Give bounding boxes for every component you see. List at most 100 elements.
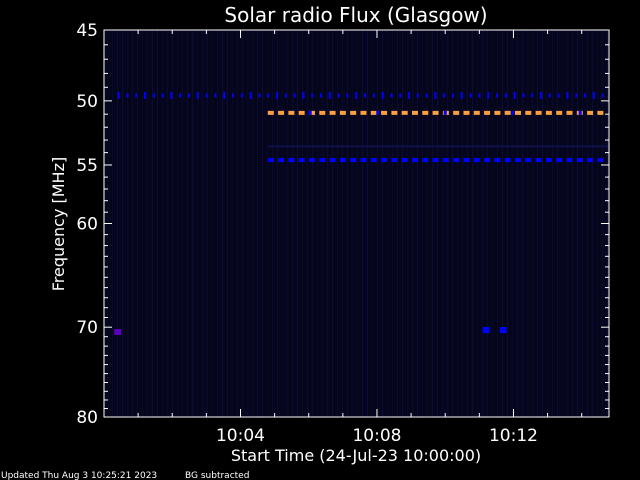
emission-dash (370, 110, 377, 115)
noise-stripe (462, 30, 463, 417)
noise-stripe (417, 30, 418, 417)
footer-updated: Updated Thu Aug 3 10:25:21 2023 (1, 471, 157, 480)
noise-stripe (147, 30, 148, 417)
noise-stripe (542, 30, 543, 417)
emission-dash (329, 158, 336, 163)
noise-stripe (557, 30, 558, 417)
noise-stripe (507, 30, 508, 417)
emission-tick (205, 93, 208, 98)
emission-dash (566, 158, 573, 163)
emission-dash (545, 110, 552, 115)
noise-stripe (412, 30, 413, 417)
noise-stripe (427, 30, 428, 417)
emission-dash (350, 158, 357, 163)
noise-stripe (457, 30, 458, 417)
noise-stripe (502, 30, 503, 417)
emission-dash (432, 110, 439, 115)
emission-dash (401, 158, 408, 163)
noise-stripe (562, 30, 563, 417)
emission-tick (267, 93, 270, 98)
emission-tick (425, 93, 428, 98)
emission-dash (298, 110, 305, 115)
emission-dash (504, 110, 511, 115)
noise-stripe (452, 30, 453, 417)
emission-dash (566, 110, 573, 115)
emission-dash (525, 110, 532, 115)
noise-stripe (122, 30, 123, 417)
noise-stripe (512, 30, 513, 417)
emission-dash (411, 110, 418, 115)
emission-tick (179, 93, 182, 98)
noise-stripe (307, 30, 308, 417)
emission-tick (311, 93, 314, 98)
emission-dash (329, 110, 336, 115)
noise-stripe (312, 30, 313, 417)
noise-stripe (397, 30, 398, 417)
emission-dash (587, 110, 594, 115)
emission-tick (557, 93, 560, 98)
emission-dash (360, 110, 367, 115)
footer-note: BG subtracted (185, 471, 249, 480)
emission-tick (355, 91, 358, 99)
emission-dash (514, 158, 521, 163)
noise-stripe (287, 30, 288, 417)
emission-dash (267, 158, 274, 163)
emission-dash (308, 110, 315, 115)
emission-tick (284, 93, 287, 98)
emission-tick (240, 93, 243, 98)
emission-dash (391, 110, 398, 115)
emission-tick (434, 91, 437, 99)
emission-tick (452, 93, 455, 98)
noise-stripe (177, 30, 178, 417)
y-tick-label: 70 (76, 318, 98, 338)
noise-stripe (547, 30, 548, 417)
emission-tick (513, 91, 516, 99)
emission-dash (556, 158, 563, 163)
emission-dash (401, 110, 408, 115)
x-tick-label: 10:12 (489, 426, 538, 446)
emission-dash (442, 158, 449, 163)
emission-dash (350, 110, 357, 115)
emission-dash (597, 110, 604, 115)
emission-dash (473, 158, 480, 163)
noise-stripe (527, 30, 528, 417)
y-tick-label: 50 (76, 92, 98, 112)
emission-dash (319, 158, 326, 163)
noise-stripe (137, 30, 138, 417)
emission-tick (592, 91, 595, 99)
noise-stripe (597, 30, 598, 417)
y-axis-label: Frequency [MHz] (49, 157, 68, 291)
emission-dash (267, 110, 274, 115)
emission-tick (223, 91, 226, 99)
noise-stripe (422, 30, 423, 417)
emission-dash (339, 110, 346, 115)
emission-dash (381, 110, 388, 115)
noise-stripe (577, 30, 578, 417)
noise-stripe (302, 30, 303, 417)
emission-tick (152, 93, 155, 98)
emission-dash (525, 158, 532, 163)
emission-dash (597, 158, 604, 163)
emission-dash (535, 110, 542, 115)
noise-stripe (227, 30, 228, 417)
emission-dash (422, 158, 429, 163)
emission-dash (463, 110, 470, 115)
y-tick-label: 55 (76, 156, 98, 176)
noise-stripe (277, 30, 278, 417)
noise-stripe (357, 30, 358, 417)
emission-dot (376, 110, 380, 115)
emission-tick (540, 91, 543, 99)
noise-stripe (352, 30, 353, 417)
noise-stripe (372, 30, 373, 417)
emission-dash (319, 110, 326, 115)
noise-stripe (207, 30, 208, 417)
emission-tick (188, 93, 191, 98)
emission-tick (443, 93, 446, 98)
emission-tick (522, 93, 525, 98)
noise-stripe (337, 30, 338, 417)
emission-dash (288, 110, 295, 115)
y-axis: 45 50 55 60 70 80 (76, 21, 609, 428)
noise-stripe (292, 30, 293, 417)
emission-tick (469, 93, 472, 98)
